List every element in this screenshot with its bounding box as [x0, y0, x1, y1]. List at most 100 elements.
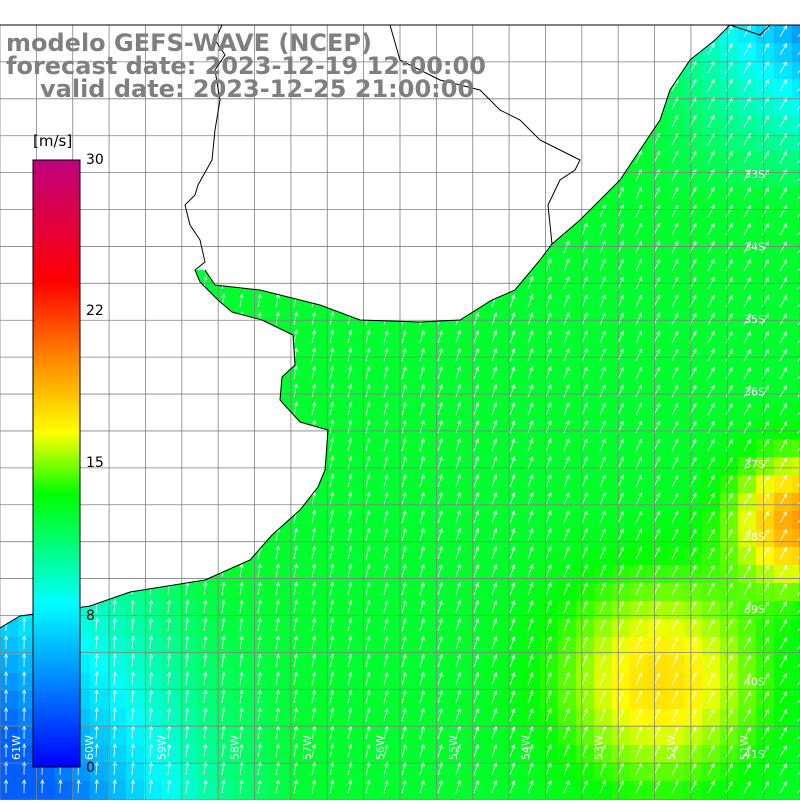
wind-speed-cell: [198, 529, 217, 548]
wind-arrow: [130, 761, 135, 776]
wind-arrow: [365, 545, 371, 560]
wind-speed-cell: [522, 223, 541, 242]
wind-arrow: [94, 437, 99, 452]
wind-arrow: [203, 581, 208, 596]
wind-speed-cell: [792, 115, 800, 134]
wind-speed-cell: [198, 511, 217, 530]
wind-speed-cell: [360, 475, 379, 494]
wind-arrow: [617, 384, 624, 398]
wind-arrow: [167, 473, 172, 488]
wind-speed-cell: [792, 79, 800, 98]
wind-arrow: [76, 113, 81, 128]
wind-arrow: [563, 114, 570, 128]
wind-arrow: [635, 564, 642, 578]
wind-arrow: [148, 707, 154, 722]
wind-speed-cell: [792, 367, 800, 386]
wind-arrow: [743, 672, 751, 686]
wind-speed-cell: [180, 763, 199, 782]
wind-speed-cell: [450, 115, 469, 134]
wind-speed-cell: [630, 331, 649, 350]
wind-arrow: [617, 726, 624, 740]
wind-speed-cell: [522, 709, 541, 728]
wind-speed-cell: [414, 637, 433, 656]
wind-speed-cell: [216, 781, 235, 800]
wind-arrow: [383, 185, 389, 200]
wind-arrow: [779, 385, 788, 398]
wind-speed-cell: [630, 475, 649, 494]
wind-speed-cell: [342, 223, 361, 242]
wind-speed-cell: [576, 529, 595, 548]
wind-speed-cell: [378, 25, 397, 44]
wind-arrow: [22, 113, 27, 128]
wind-speed-cell: [90, 511, 109, 530]
wind-speed-cell: [486, 511, 505, 530]
wind-speed-cell: [468, 169, 487, 188]
wind-speed-cell: [162, 349, 181, 368]
wind-arrow: [221, 311, 226, 326]
wind-speed-cell: [306, 709, 325, 728]
coastline-argentina: [0, 24, 329, 629]
wind-arrow: [653, 492, 661, 506]
wind-arrow: [707, 474, 715, 488]
wind-arrow: [743, 42, 751, 56]
wind-arrow: [437, 257, 443, 272]
wind-arrow: [419, 437, 425, 452]
wind-speed-cell: [324, 727, 343, 746]
wind-arrow: [455, 689, 461, 704]
wind-arrow: [527, 275, 534, 290]
wind-arrow: [383, 761, 389, 776]
wind-speed-cell: [792, 691, 800, 710]
wind-speed-cell: [648, 331, 667, 350]
wind-speed-cell: [666, 403, 685, 422]
wind-arrow: [635, 114, 642, 128]
wind-speed-cell: [702, 295, 721, 314]
latitude-label: 36S: [744, 386, 765, 399]
wind-speed-cell: [666, 97, 685, 116]
wind-arrow: [257, 167, 262, 182]
wind-arrow: [599, 654, 606, 668]
wind-speed-cell: [0, 601, 19, 620]
wind-arrow: [779, 583, 788, 596]
wind-arrow: [311, 113, 317, 128]
wind-speed-cell: [720, 763, 739, 782]
wind-speed-cell: [306, 745, 325, 764]
wind-speed-cell: [558, 61, 577, 80]
wind-arrow: [257, 437, 262, 452]
wind-speed-cell: [486, 493, 505, 512]
wind-speed-cell: [414, 547, 433, 566]
wind-speed-cell: [306, 403, 325, 422]
wind-speed-cell: [342, 565, 361, 584]
wind-arrow: [94, 185, 99, 200]
wind-speed-cell: [756, 259, 775, 278]
wind-arrow: [563, 78, 570, 92]
wind-arrow: [311, 185, 317, 200]
wind-arrow: [707, 258, 715, 272]
wind-speed-cell: [486, 277, 505, 296]
wind-speed-cell: [180, 781, 199, 800]
wind-speed-cell: [162, 331, 181, 350]
wind-arrow: [527, 221, 534, 236]
wind-speed-cell: [450, 619, 469, 638]
wind-speed-cell: [792, 583, 800, 602]
wind-speed-cell: [450, 367, 469, 386]
wind-speed-cell: [774, 115, 793, 134]
wind-speed-cell: [90, 655, 109, 674]
wind-speed-cell: [720, 151, 739, 170]
longitude-label: 55W: [447, 735, 460, 760]
wind-arrow: [599, 582, 606, 596]
wind-arrow: [239, 779, 244, 794]
wind-speed-cell: [720, 133, 739, 152]
wind-arrow: [167, 491, 172, 506]
wind-speed-cell: [360, 745, 379, 764]
wind-speed-cell: [612, 25, 631, 44]
wind-arrow: [437, 599, 443, 614]
wind-arrow: [617, 258, 624, 272]
wind-arrow: [76, 131, 81, 146]
wind-arrow: [599, 204, 606, 218]
wind-arrow: [22, 383, 27, 398]
wind-speed-cell: [360, 367, 379, 386]
wind-speed-cell: [702, 259, 721, 278]
wind-arrow: [473, 131, 480, 146]
wind-arrow: [635, 204, 642, 218]
wind-speed-cell: [18, 673, 37, 692]
